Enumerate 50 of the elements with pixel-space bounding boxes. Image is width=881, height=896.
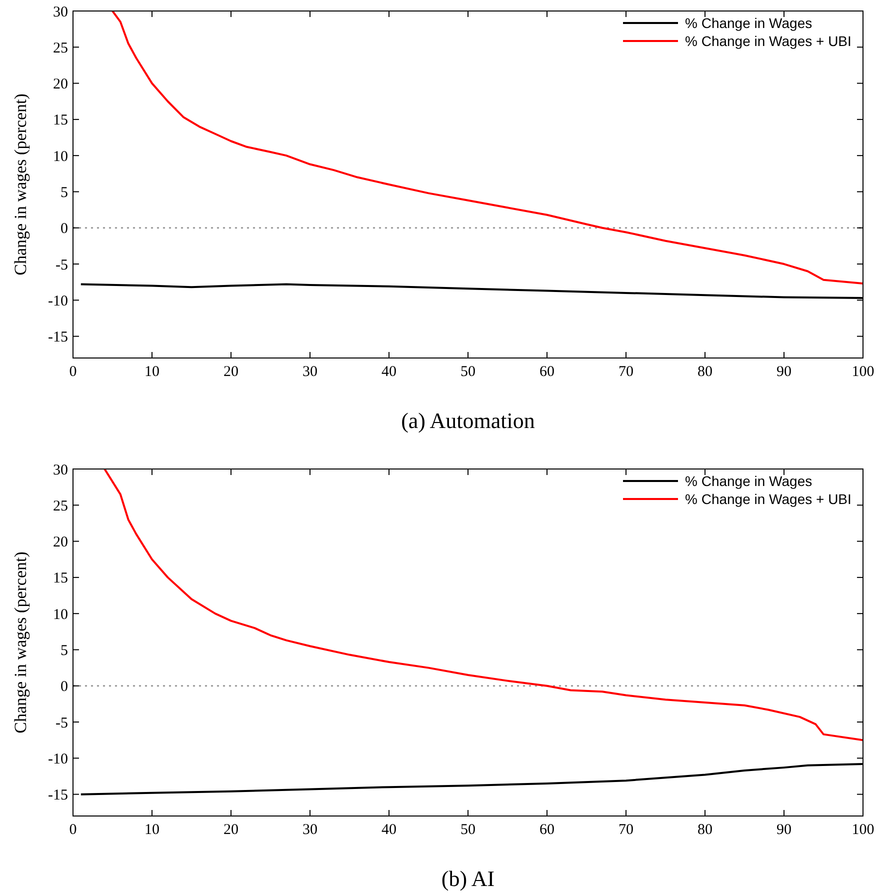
legend-label: % Change in Wages [685,14,812,31]
y-tick-label: -5 [56,257,68,274]
y-tick-label: 15 [53,112,68,129]
x-tick-label: 70 [618,364,634,380]
x-tick-label: 60 [540,364,554,380]
line-series [104,469,863,742]
x-tick-label: 50 [460,822,476,838]
y-tick-label: 5 [60,642,68,659]
y-tick-label: 0 [60,221,68,238]
x-tick-label: 90 [776,364,792,380]
y-tick-label: -5 [56,715,68,732]
y-tick-label: 25 [53,40,68,56]
x-tick-label: 40 [382,364,396,380]
text: (a) Automation [401,408,535,433]
x-tick-label: 20 [224,364,238,380]
y-tick-label: 20 [53,534,68,551]
x-tick-label: 60 [540,822,554,838]
y-axis-title: Change in wages (percent) [11,552,30,734]
x-tick-label: 80 [698,364,712,380]
y-axis-title: Change in wages (percent) [11,94,30,276]
legend-label: % Change in Wages + UBI [685,490,852,507]
legend-label: % Change in Wages [685,472,812,489]
x-tick-label: 10 [144,822,160,838]
legend-label: % Change in Wages + UBI [685,32,852,49]
line-series [112,11,863,285]
y-tick-label: 10 [53,148,68,165]
x-tick-label: 40 [382,822,396,838]
x-tick-label: 30 [302,364,318,380]
x-tick-label: 90 [776,822,792,838]
x-tick-label: 100 [852,364,874,380]
x-tick-label: 70 [618,822,634,838]
y-tick-label: -10 [48,751,68,768]
y-tick-label: 20 [53,76,68,93]
x-tick-label: 80 [698,822,712,838]
y-tick-label: 15 [53,570,68,587]
y-tick-label: 5 [60,184,68,201]
text: (b) AI [441,866,495,891]
x-tick-label: 100 [852,822,874,838]
y-tick-label: -15 [48,330,68,346]
x-tick-label: 20 [224,822,238,838]
y-tick-label: 30 [53,462,68,478]
y-tick-label: 30 [53,4,68,20]
y-tick-label: -15 [48,788,68,804]
x-tick-label: 10 [144,364,160,380]
y-tick-label: 10 [53,606,68,623]
y-tick-label: 0 [60,679,68,696]
y-tick-label: -10 [48,293,68,310]
x-tick-label: 30 [302,822,318,838]
y-tick-label: 25 [53,498,68,514]
x-tick-label: 50 [460,364,476,380]
